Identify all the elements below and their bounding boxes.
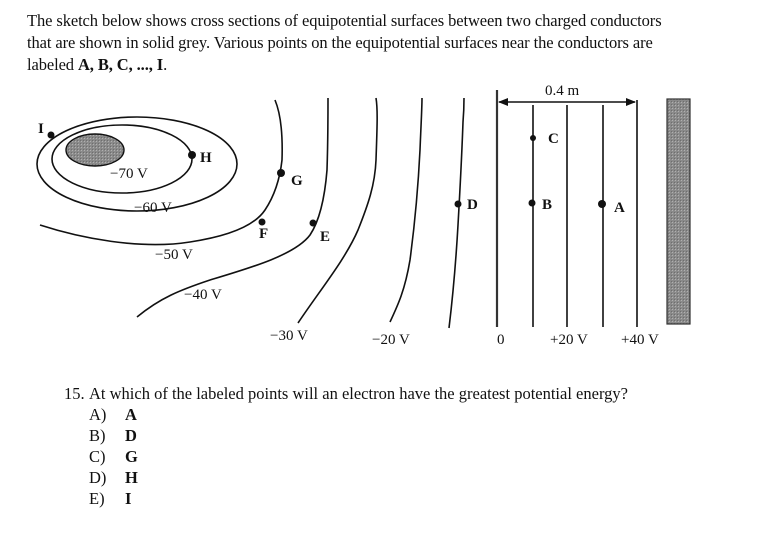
point-c-dot [530,135,536,141]
point-d-label: D [467,197,478,213]
point-b-dot [528,199,536,207]
equipotential-neg20 [389,97,423,323]
intro-paragraph: The sketch below shows cross sections of… [27,10,747,76]
point-c-label: C [548,131,559,147]
choice-d[interactable]: D) H [89,468,138,487]
choice-b[interactable]: B) D [89,426,137,445]
left-conductor [65,133,125,167]
point-i-dot [47,131,55,139]
label-pos40: +40 V [621,332,659,348]
point-g-label: G [291,173,303,189]
point-g-dot [277,169,285,177]
intro-line-1: The sketch below shows cross sections of… [27,11,662,30]
intro-line-3: labeled A, B, C, ..., I. [27,55,168,74]
point-a-dot [598,200,606,208]
point-h-label: H [200,150,212,166]
equipotential-d [448,97,465,329]
equipotential-neg30 [297,97,378,324]
label-neg20: −20 V [372,332,410,348]
label-0v: 0 [497,332,505,348]
equipotential-neg50 [39,99,283,246]
label-neg60: −60 V [134,200,172,216]
point-h-dot [188,151,196,159]
right-conductor [666,98,691,325]
point-f-label: F [259,226,268,242]
point-list: A, B, C, ..., I [77,55,164,74]
intro-line-2: that are shown in solid grey. Various po… [27,33,653,52]
question-stem: 15. At which of the labeled points will a… [64,383,628,404]
point-i-label: I [38,121,44,137]
label-pos20: +20 V [550,332,588,348]
distance-label: 0.4 m [545,83,580,99]
question-number: 15. [64,384,85,403]
choice-a[interactable]: A) A [89,405,137,424]
choice-c[interactable]: C) G [89,447,138,466]
answer-choices: A) A B) D C) G D) H E) I [64,404,628,509]
label-neg50: −50 V [155,247,193,263]
point-d-dot [454,200,462,208]
point-e-dot [309,219,317,227]
point-e-label: E [320,229,330,245]
point-a-label: A [614,200,625,216]
label-neg70: −70 V [110,166,148,182]
label-neg40: −40 V [184,287,222,303]
label-neg30: −30 V [270,328,308,344]
question-block: 15. At which of the labeled points will a… [64,383,628,509]
point-f-dot [258,218,266,226]
equipotential-neg60 [36,116,238,212]
equipotential-neg40 [136,97,329,318]
choice-e[interactable]: E) I [89,489,132,508]
point-b-label: B [542,197,552,213]
question-text: At which of the labeled points will an e… [89,384,628,403]
equipotential-figure: 0.4 m I H G F E D C B A −70 V −60 V −50 … [36,83,691,348]
